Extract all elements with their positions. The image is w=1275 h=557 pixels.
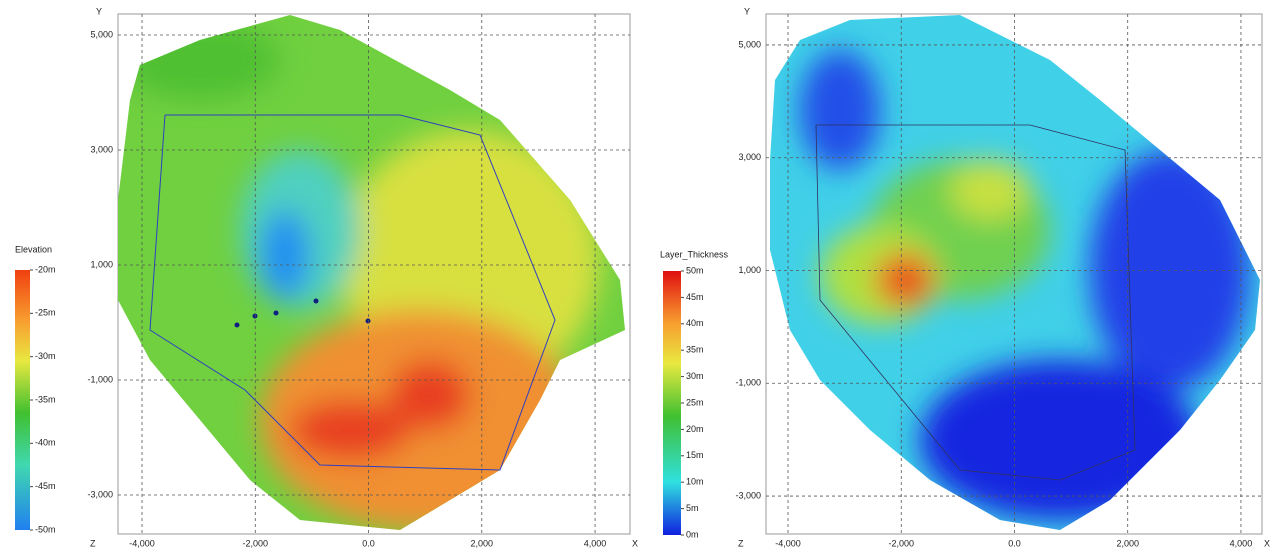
colorbar-label: 5m — [686, 503, 699, 513]
x-tick-label: -2,000 — [243, 538, 269, 548]
z-axis-label: Z — [738, 538, 744, 548]
x-tick-label: -4,000 — [129, 538, 155, 548]
y-tick-label: 3,000 — [738, 152, 761, 162]
colorbar-label: -25m — [35, 308, 56, 318]
y-axis-label: Y — [96, 6, 102, 16]
x-axis-label: X — [632, 538, 638, 548]
z-axis-label: Z — [90, 538, 96, 548]
x-tick-label: 2,000 — [1116, 538, 1139, 548]
x-tick-label: -4,000 — [775, 538, 801, 548]
x-tick-label: 0.0 — [1008, 538, 1021, 548]
map-panel: -4,000 -2,000 0.0 2,000 4,000 5,000 3,000 1,000… — [15, 6, 638, 548]
colorbar — [663, 271, 681, 535]
map-panel: -4,000 -2,000 0.0 2,000 4,000 5,000 3,000 1,000… — [660, 6, 1270, 548]
colorbar-title: Layer_Thickness — [660, 249, 729, 259]
colorbar-label: 10m — [686, 477, 704, 487]
y-tick-label: 3,000 — [90, 144, 113, 154]
colorbar-label: -35m — [35, 394, 56, 404]
y-tick-label: 5,000 — [90, 29, 113, 39]
x-tick-label: -2,000 — [888, 538, 914, 548]
colorbar-title: Elevation — [15, 244, 52, 254]
x-tick-label: 2,000 — [471, 538, 494, 548]
colorbar-label: 35m — [686, 345, 704, 355]
colorbar-label: 25m — [686, 397, 704, 407]
y-tick-label: 5,000 — [738, 39, 761, 49]
y-tick-label: -3,000 — [735, 490, 761, 500]
colorbar-label: 0m — [686, 529, 699, 539]
colorbar-label: 15m — [686, 450, 704, 460]
x-tick-label: 4,000 — [1230, 538, 1253, 548]
colorbar-label: -50m — [35, 524, 56, 534]
colorbar-label: 30m — [686, 371, 704, 381]
y-axis-label: Y — [744, 6, 750, 16]
colorbar — [15, 270, 30, 530]
y-tick-label: -1,000 — [87, 374, 113, 384]
colorbar-label: -20m — [35, 264, 56, 274]
colorbar-label: 45m — [686, 292, 704, 302]
colorbar-label: -30m — [35, 351, 56, 361]
y-tick-label: 1,000 — [738, 265, 761, 275]
colorbar-label: 20m — [686, 424, 704, 434]
x-tick-label: 0.0 — [362, 538, 375, 548]
plot-frame — [765, 13, 1263, 535]
y-tick-label: -3,000 — [87, 489, 113, 499]
x-axis-label: X — [1264, 538, 1270, 548]
surface — [118, 15, 625, 530]
colorbar-label: 40m — [686, 318, 704, 328]
y-tick-label: 1,000 — [90, 259, 113, 269]
surface — [770, 15, 1260, 530]
colorbar-label: -40m — [35, 438, 56, 448]
colorbar-label: 50m — [686, 265, 704, 275]
colorbar-label: -45m — [35, 481, 56, 491]
x-tick-label: 4,000 — [584, 538, 607, 548]
y-tick-label: -1,000 — [735, 378, 761, 388]
